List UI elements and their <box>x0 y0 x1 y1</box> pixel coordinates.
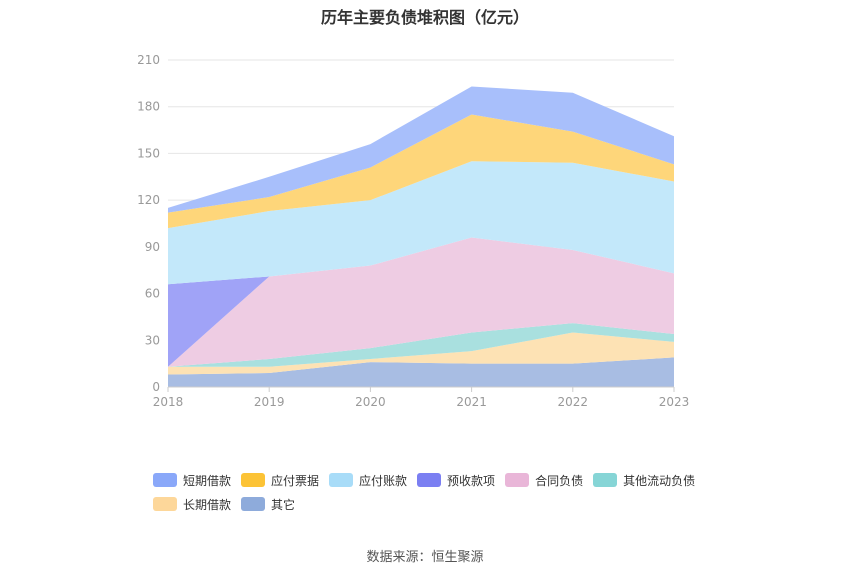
y-tick-label: 180 <box>137 100 160 114</box>
legend-swatch <box>153 497 177 511</box>
area-应付票据 <box>168 114 674 229</box>
legend-item[interactable]: 短期借款 <box>153 472 231 488</box>
y-tick-label: 210 <box>137 53 160 67</box>
legend-item[interactable]: 应付账款 <box>329 472 407 488</box>
legend-label: 应付票据 <box>271 473 320 488</box>
legend-swatch <box>153 473 177 487</box>
x-tick-label: 2020 <box>355 395 386 409</box>
x-tick-label: 2021 <box>456 395 487 409</box>
legend-item[interactable]: 其他流动负债 <box>593 472 695 488</box>
area-短期借款 <box>168 86 674 213</box>
legend-swatch <box>241 473 266 487</box>
x-tick-label: 2019 <box>254 395 285 409</box>
legend-swatch <box>417 473 442 487</box>
x-tick-label: 2018 <box>153 395 184 409</box>
y-tick-label: 0 <box>152 380 160 394</box>
data-source: 数据来源：恒生聚源 <box>366 550 484 565</box>
x-tick-label: 2022 <box>558 395 589 409</box>
legend-item[interactable]: 应付票据 <box>241 472 319 488</box>
legend-label: 其他流动负债 <box>623 473 696 488</box>
x-tick-label: 2023 <box>659 395 690 409</box>
y-tick-label: 120 <box>137 193 160 207</box>
stacked-area-chart: 0 30 60 90 120 150 180 210 2018 2019 2020 2021 2022 2… <box>137 53 689 409</box>
y-tick-label: 30 <box>145 333 160 347</box>
area-series <box>168 86 674 387</box>
legend-label: 短期借款 <box>183 473 232 488</box>
area-其它 <box>168 357 674 387</box>
chart-title: 历年主要负债堆积图（亿元） <box>320 8 529 27</box>
legend-label: 应付账款 <box>359 473 408 488</box>
area-其他流动负债 <box>168 323 674 367</box>
legend-label: 其它 <box>271 497 296 512</box>
y-tick-label: 150 <box>137 146 160 160</box>
legend-label: 合同负债 <box>535 473 584 488</box>
legend-swatch <box>329 473 354 487</box>
axes: 0 30 60 90 120 150 180 210 2018 2019 2020 2021 2022 2… <box>137 53 689 409</box>
legend-item[interactable]: 预收款项 <box>417 472 495 488</box>
area-长期借款 <box>168 332 674 375</box>
legend: 短期借款 应付票据 应付账款 预收款项 合同负债 其他流动负债长期借款 其它 <box>153 472 713 520</box>
legend-label: 长期借款 <box>183 497 232 512</box>
legend-item[interactable]: 合同负债 <box>505 472 583 488</box>
y-tick-label: 60 <box>145 287 160 301</box>
legend-swatch <box>593 473 618 487</box>
legend-label: 预收款项 <box>447 473 496 488</box>
area-合同负债 <box>168 237 674 367</box>
legend-item[interactable]: 其它 <box>241 496 295 512</box>
area-应付账款 <box>168 161 674 285</box>
y-tick-label: 90 <box>145 240 160 254</box>
legend-swatch <box>505 473 530 487</box>
legend-item[interactable]: 长期借款 <box>153 496 231 512</box>
legend-swatch <box>241 497 266 511</box>
